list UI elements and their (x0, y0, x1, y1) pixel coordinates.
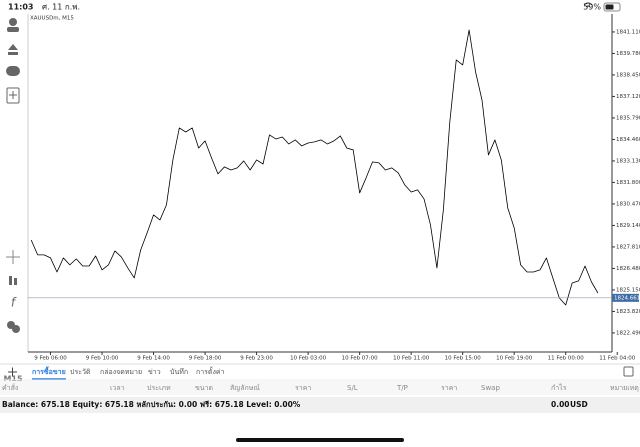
column-header: ราคา (295, 384, 311, 392)
column-header: กำไร (551, 383, 567, 392)
battery-icon (603, 2, 621, 12)
wifi-icon (583, 2, 593, 8)
columns-background (0, 381, 640, 395)
y-tick-label: 1839.780 (616, 51, 640, 57)
indicator-icon[interactable]: f (11, 296, 17, 310)
current-price-label: 1824.661 (614, 295, 640, 301)
balance-total: 0.00 (551, 400, 570, 409)
balance-summary: Balance: 675.18 Equity: 675.18 หลักประกั… (2, 400, 301, 409)
column-header: T/P (396, 384, 408, 392)
trade-icon[interactable] (8, 44, 18, 55)
balance-currency: USD (570, 400, 588, 409)
column-header: S/L (347, 384, 358, 392)
current-price-box (612, 293, 639, 302)
tab[interactable]: ข่าว (148, 368, 161, 376)
y-tick-label: 1830.470 (616, 201, 640, 207)
x-tick-label: 11 Feb 00:00 (548, 356, 585, 362)
x-tick-label: 9 Feb 14:00 (137, 356, 170, 362)
y-tick-label: 1825.150 (616, 287, 640, 293)
column-header: คำสั่ง (2, 383, 18, 392)
battery-level (605, 4, 614, 10)
y-tick-label: 1827.810 (616, 244, 640, 250)
chart-layer: 1841.110 1839.780 1838.450 1837.120 1835.790… (28, 29, 640, 362)
timeframe[interactable]: M15 (3, 375, 23, 384)
candles-icon-2 (14, 278, 17, 285)
x-tick-label: 10 Feb 03:00 (290, 356, 327, 362)
account-icon-body (7, 27, 19, 32)
tab[interactable]: กล่องจดหมาย (100, 368, 142, 376)
tab[interactable]: บันทึก (170, 367, 188, 376)
y-tick-label: 1833.130 (616, 158, 640, 164)
price-line (30, 29, 599, 306)
status-battery: 59% (583, 3, 601, 12)
tab[interactable]: การซื้อขาย (32, 365, 66, 376)
panel-settings-icon[interactable] (623, 366, 634, 377)
x-tick-label: 9 Feb 18:00 (189, 356, 222, 362)
y-tick-label: 1826.480 (616, 266, 640, 272)
home-indicator (236, 438, 404, 442)
new-order-plus (9, 91, 17, 99)
column-header: สัญลักษณ์ (230, 384, 260, 392)
x-tick-label: 11 Feb 04:00 (599, 356, 636, 362)
x-tick-label: 9 Feb 10:00 (86, 356, 119, 362)
new-order-icon[interactable] (6, 87, 20, 104)
x-tick-label: 10 Feb 15:00 (445, 356, 482, 362)
objects-icon-2 (12, 325, 20, 333)
y-tick-label: 1838.450 (616, 72, 640, 78)
tabs: การซื้อขาย ประวัติ กล่องจดหมาย ข่าว บันทึก กา… (32, 365, 225, 380)
y-tick-label: 1823.820 (616, 309, 640, 315)
status-date: ศ. 11 ก.พ. (42, 3, 80, 12)
y-tick-label: 1831.800 (616, 180, 640, 186)
y-tick-label: 1841.110 (616, 29, 640, 35)
chart-title: XAUUSDm, M15 (30, 16, 74, 22)
columns: คำสั่ง เวลา ประเภท ขนาด สัญลักษณ์ ราคา S/L T/P ร… (2, 383, 639, 392)
x-tick-label: 9 Feb 23:00 (240, 356, 273, 362)
add-button[interactable] (8, 367, 17, 377)
balance-background (0, 397, 640, 413)
status-time: 11:03 (8, 3, 33, 12)
chat-icon[interactable] (6, 66, 20, 76)
y-tick-label: 1835.790 (616, 115, 640, 121)
toolbar: f (6, 18, 20, 333)
column-header: ขนาด (195, 384, 213, 392)
candles-icon[interactable] (9, 276, 12, 285)
y-tick-label: 1834.460 (616, 137, 640, 143)
x-tick-label: 10 Feb 19:00 (496, 356, 533, 362)
account-icon[interactable] (9, 18, 17, 26)
column-header: ราคา (441, 384, 457, 392)
tab[interactable]: การตั้งค่า (196, 365, 225, 376)
x-tick-label: 9 Feb 06:00 (34, 356, 67, 362)
column-header: Swap (481, 384, 500, 392)
tab[interactable]: ประวัติ (70, 368, 91, 376)
y-tick-label: 1837.120 (616, 94, 640, 100)
column-header: หมายเหตุ (610, 384, 639, 392)
x-tick-label: 10 Feb 07:00 (342, 356, 379, 362)
column-header: เวลา (110, 384, 125, 392)
x-tick-label: 10 Feb 11:00 (393, 356, 430, 362)
y-tick-label: 1822.490 (616, 330, 640, 336)
y-tick-label: 1829.140 (616, 223, 640, 229)
crosshair-icon[interactable] (6, 250, 20, 264)
column-header: ประเภท (147, 384, 171, 392)
